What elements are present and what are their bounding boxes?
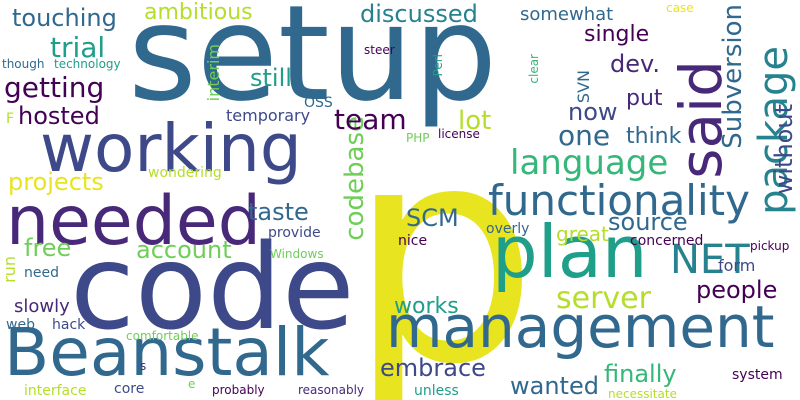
word-provide: provide	[268, 225, 321, 241]
word-still: still	[250, 64, 292, 92]
word-taste: taste	[248, 198, 309, 226]
word-technology: technology	[54, 57, 121, 71]
word-single: single	[584, 22, 650, 47]
word-functionality: functionality	[488, 176, 750, 225]
word-wanted: wanted	[510, 372, 599, 400]
word-p: p	[348, 81, 539, 400]
word-think: think	[626, 124, 682, 149]
word-somewhat: somewhat	[520, 4, 614, 25]
word-works: works	[394, 294, 459, 319]
word-run: run	[0, 256, 19, 283]
word-temporary: temporary	[226, 106, 311, 125]
word-code: code	[70, 218, 355, 356]
word-perl: Perl	[431, 54, 445, 77]
word-server: server	[556, 281, 651, 316]
word-concerned: concerned	[630, 233, 704, 249]
word-comfortable: comfortable	[126, 329, 199, 343]
word-case: case	[666, 1, 694, 15]
word-people: people	[696, 276, 778, 304]
word-net: NET	[670, 237, 750, 283]
word-plan: plan	[492, 210, 648, 294]
word-team: team	[334, 103, 407, 136]
word-without: without	[770, 104, 798, 195]
word-svn: SVN	[574, 70, 593, 104]
word-core: core	[114, 381, 145, 397]
word-trial: trial	[50, 31, 106, 64]
word-license: license	[438, 127, 480, 141]
word-php: PHP	[406, 131, 430, 145]
word-s: s	[140, 359, 147, 373]
word-form: form	[718, 256, 756, 275]
word-setup: setup	[128, 0, 498, 131]
word-necessitate: necessitate	[608, 387, 677, 400]
word-one: one	[558, 119, 611, 152]
word-ambitious: ambitious	[144, 0, 253, 25]
word-scm: SCM	[406, 204, 459, 232]
word-probably: probably	[212, 383, 265, 397]
word-overly: overly	[486, 221, 530, 237]
word-reasonably: reasonably	[298, 383, 365, 397]
word-put: put	[626, 86, 663, 111]
word-interim: interim	[204, 44, 223, 102]
word-nice: nice	[398, 233, 428, 249]
word-working: working	[40, 110, 302, 187]
word-hosted: hosted	[18, 102, 100, 130]
word-interface: interface	[24, 383, 87, 399]
word-management: management	[386, 293, 775, 361]
word-finally: finally	[604, 360, 677, 388]
word-windows: Windows	[270, 247, 324, 261]
word-language: language	[510, 143, 669, 183]
word-unless: unless	[414, 383, 459, 399]
word-great: great	[556, 222, 609, 246]
word-e: e	[188, 377, 196, 391]
word-hack: hack	[52, 317, 86, 333]
word-account: account	[136, 236, 232, 264]
word-dev: dev.	[610, 50, 660, 78]
word-system: system	[732, 367, 783, 383]
word-web: web	[6, 317, 35, 333]
word-touching: touching	[12, 4, 117, 32]
word-oss: OSS	[304, 95, 333, 111]
word-subversion: Subversion	[718, 4, 748, 149]
word-need: need	[24, 265, 59, 281]
word-discussed: discussed	[360, 0, 478, 28]
word-now: now	[568, 98, 618, 126]
word-slowly: slowly	[14, 296, 70, 317]
word-projects: projects	[8, 168, 104, 196]
word-source: source	[608, 208, 688, 236]
word-embrace: embrace	[380, 354, 486, 382]
word-pickup: pickup	[750, 239, 790, 253]
word-free: free	[24, 234, 72, 262]
word-lot: lot	[458, 106, 492, 136]
word-beanstalk: Beanstalk	[4, 314, 330, 391]
word-needed: needed	[6, 182, 261, 261]
word-steer: steer	[364, 43, 395, 57]
word-f: F	[6, 111, 15, 127]
word-getting: getting	[4, 71, 105, 104]
word-though: though	[2, 57, 45, 71]
word-wondering: wondering	[148, 165, 222, 181]
word-clear: clear	[527, 54, 541, 84]
